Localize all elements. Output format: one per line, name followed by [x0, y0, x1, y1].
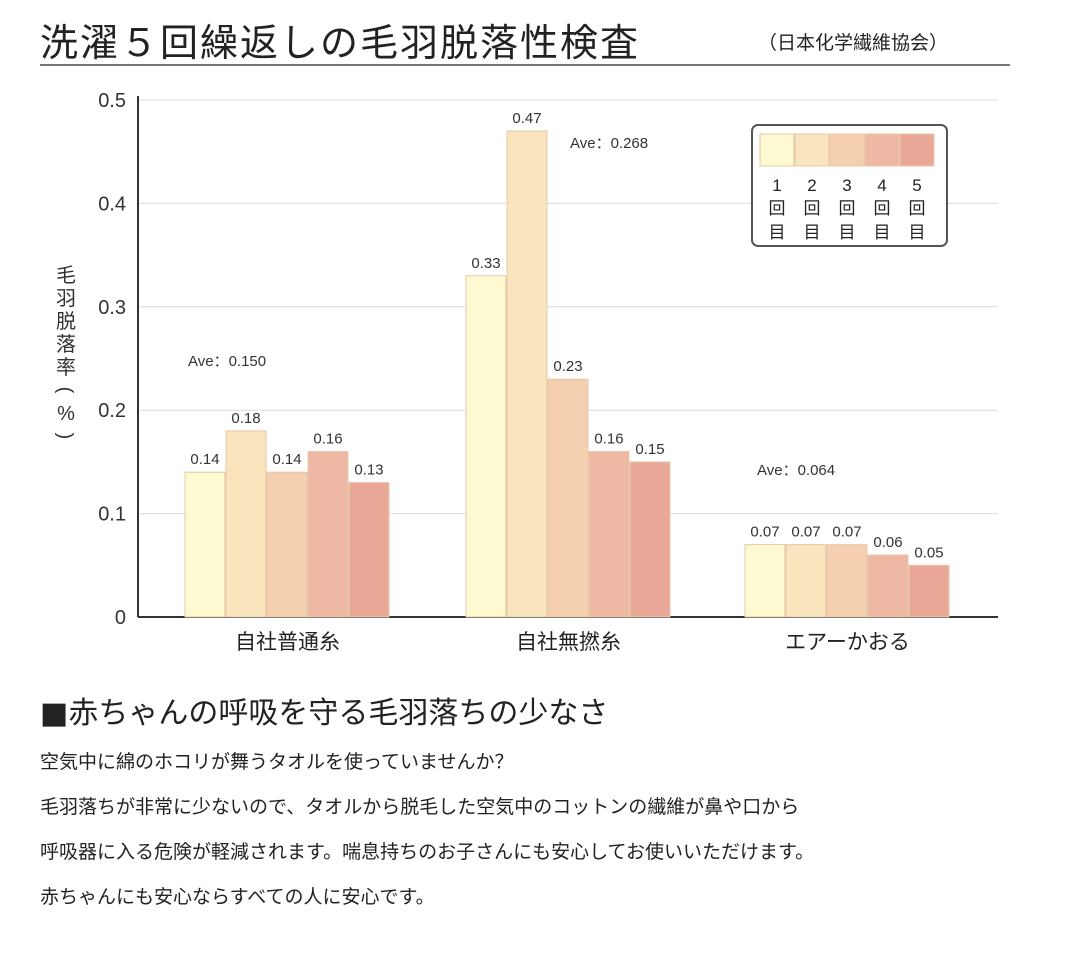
section-body: 空気中に綿のホコリが舞うタオルを使っていませんか？ 毛羽落ちが非常に少ないので、…	[40, 752, 1060, 932]
bar-2-4	[588, 451, 630, 618]
body-line-4: 赤ちゃんにも安心ならすべての人に安心です。	[40, 886, 435, 908]
y-axis-label-char-0: 毛	[56, 264, 76, 287]
bar-3-5	[908, 564, 950, 618]
bar-1-5	[348, 482, 390, 618]
section-heading: ■赤ちゃんの呼吸を守る毛羽落ちの少なさ	[40, 696, 609, 731]
page-title: 洗濯５回繰返しの毛羽脱落性検査	[40, 21, 641, 65]
bar-2-2	[506, 130, 548, 618]
bar-3-1	[744, 544, 786, 618]
body-line-2: 毛羽落ちが非常に少ないので、タオルから脱毛した空気中のコットンの繊維が鼻や口から	[40, 796, 800, 818]
bar-2-1	[465, 275, 507, 618]
legend-number-5: 5	[912, 176, 921, 195]
legend-number-3: 3	[842, 176, 851, 195]
bar-value-label-3-3: 0.07	[832, 524, 861, 541]
x-category-label-1: 自社普通糸	[235, 631, 340, 654]
bar-3-3	[826, 544, 868, 618]
y-tick-label-2: 0.2	[98, 400, 126, 422]
y-tick-label-0: 0	[115, 607, 126, 629]
y-tick-label-4: 0.4	[98, 193, 126, 215]
bar-value-label-3-4: 0.06	[873, 534, 902, 551]
page-subtitle: （日本化学繊維協会）	[758, 32, 949, 54]
bar-1-3	[266, 471, 308, 618]
legend-char2-5: 目	[909, 223, 926, 242]
y-tick-label-5: 0.5	[98, 90, 126, 112]
legend-swatch-5	[899, 133, 935, 167]
y-axis-label-char-7: )	[54, 433, 76, 440]
y-axis-label-char-1: 羽	[56, 288, 76, 310]
average-label-3: Ave：0.064	[757, 462, 835, 479]
legend-swatch-3	[829, 133, 865, 167]
x-category-label-3: エアーかおる	[785, 631, 910, 654]
y-axis-label-char-2: 脱	[56, 310, 76, 333]
y-axis-label-char-5: (	[54, 387, 76, 394]
bar-value-label-2-3: 0.23	[553, 358, 582, 375]
bar-value-label-3-5: 0.05	[914, 544, 943, 561]
header: 洗濯５回繰返しの毛羽脱落性検査 （日本化学繊維協会）	[40, 8, 1040, 65]
bar-value-label-2-5: 0.15	[635, 441, 664, 458]
legend-char1-3: 回	[839, 199, 856, 218]
legend-swatch-1	[759, 133, 795, 167]
bar-2-3	[547, 378, 589, 618]
y-axis-label-char-4: 率	[56, 356, 76, 379]
body-line-1: 空気中に綿のホコリが舞うタオルを使っていませんか？	[40, 751, 514, 773]
bar-3-4	[867, 554, 909, 618]
bar-value-label-2-4: 0.16	[594, 431, 623, 448]
bar-value-label-3-2: 0.07	[791, 524, 820, 541]
bar-1-4	[307, 451, 349, 618]
bar-value-label-1-5: 0.13	[354, 462, 383, 479]
bar-3-2	[785, 544, 827, 618]
legend-char2-2: 目	[804, 223, 821, 242]
bar-value-label-1-4: 0.16	[313, 431, 342, 448]
average-label-2: Ave：0.268	[570, 135, 648, 152]
legend-char2-4: 目	[874, 223, 891, 242]
bar-value-label-2-1: 0.33	[471, 255, 500, 272]
legend-number-2: 2	[807, 176, 816, 195]
legend-char1-4: 回	[874, 199, 891, 218]
bar-value-label-1-2: 0.18	[231, 410, 260, 427]
bar-2-5	[629, 461, 671, 618]
y-tick-label-3: 0.3	[98, 297, 126, 319]
legend-char1-5: 回	[909, 199, 926, 218]
bar-value-label-2-2: 0.47	[512, 110, 541, 127]
bar-value-label-1-3: 0.14	[272, 451, 301, 468]
legend-swatch-4	[864, 133, 900, 167]
x-category-label-2: 自社無撚糸	[516, 631, 621, 654]
y-axis-label-char-6: %	[57, 403, 75, 425]
body-line-3: 呼吸器に入る危険が軽減されます。喘息持ちのお子さんにも安心してお使いいただけます…	[40, 841, 815, 863]
bar-value-label-3-1: 0.07	[750, 524, 779, 541]
y-tick-label-1: 0.1	[98, 504, 126, 526]
legend-char1-2: 回	[804, 199, 821, 218]
y-axis-label-char-3: 落	[56, 333, 76, 356]
legend-number-4: 4	[877, 176, 886, 195]
legend-char2-1: 目	[769, 223, 786, 242]
title-divider	[40, 64, 1010, 66]
legend-number-1: 1	[772, 176, 781, 195]
bar-1-1	[184, 471, 226, 618]
legend-swatch-2	[794, 133, 830, 167]
bar-1-2	[225, 430, 267, 618]
bar-value-label-1-1: 0.14	[190, 451, 219, 468]
average-label-1: Ave：0.150	[188, 353, 266, 370]
legend-char1-1: 回	[769, 199, 786, 218]
legend-char2-3: 目	[839, 223, 856, 242]
